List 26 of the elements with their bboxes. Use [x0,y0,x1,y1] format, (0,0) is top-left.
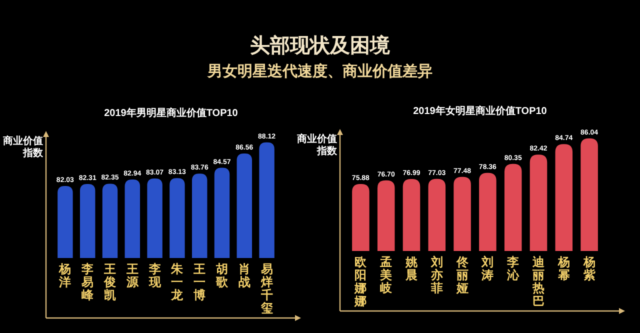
x-tick-label: 杨幂 [556,255,570,282]
x-tick-label: 王源 [125,262,140,289]
x-tick-label: 刘涛 [480,255,494,282]
x-tick-label: 杨洋 [58,262,72,289]
text: 男女明星迭代速度、商业价值差异 [206,62,432,80]
x-tick-label: 欧阳娜娜 [354,255,368,308]
x-tick-label: 迪丽热巴 [532,255,546,308]
x-tick-label: 刘亦菲 [430,255,443,295]
x-tick-label: 佟丽娅 [455,255,470,295]
text: 头部现状及困境 [250,34,390,57]
x-tick-label: 李现 [148,262,162,289]
y-axis-title: 商业价值指数 [2,135,44,159]
x-tick-label: 孟美岐 [379,255,394,295]
x-tick-label: 王俊凯 [103,262,117,302]
x-tick-label: 肖战 [238,262,250,289]
chart-title: 2019年女明星商业价值TOP10 [413,105,548,117]
x-tick-label: 李易峰 [80,262,95,302]
x-tick-label: 王一博 [192,262,206,302]
x-tick-label: 姚晨 [404,255,418,282]
x-tick-label: 胡歌 [215,262,229,289]
chart-title: 2019年男明星商业价值TOP10 [104,107,238,119]
x-tick-label: 李沁 [506,255,520,282]
x-tick-label: 易烊千玺 [260,262,273,315]
y-axis-title: 商业价值指数 [296,133,338,157]
x-tick-label: 杨紫 [582,255,596,282]
x-tick-label: 朱一龙 [170,262,184,302]
